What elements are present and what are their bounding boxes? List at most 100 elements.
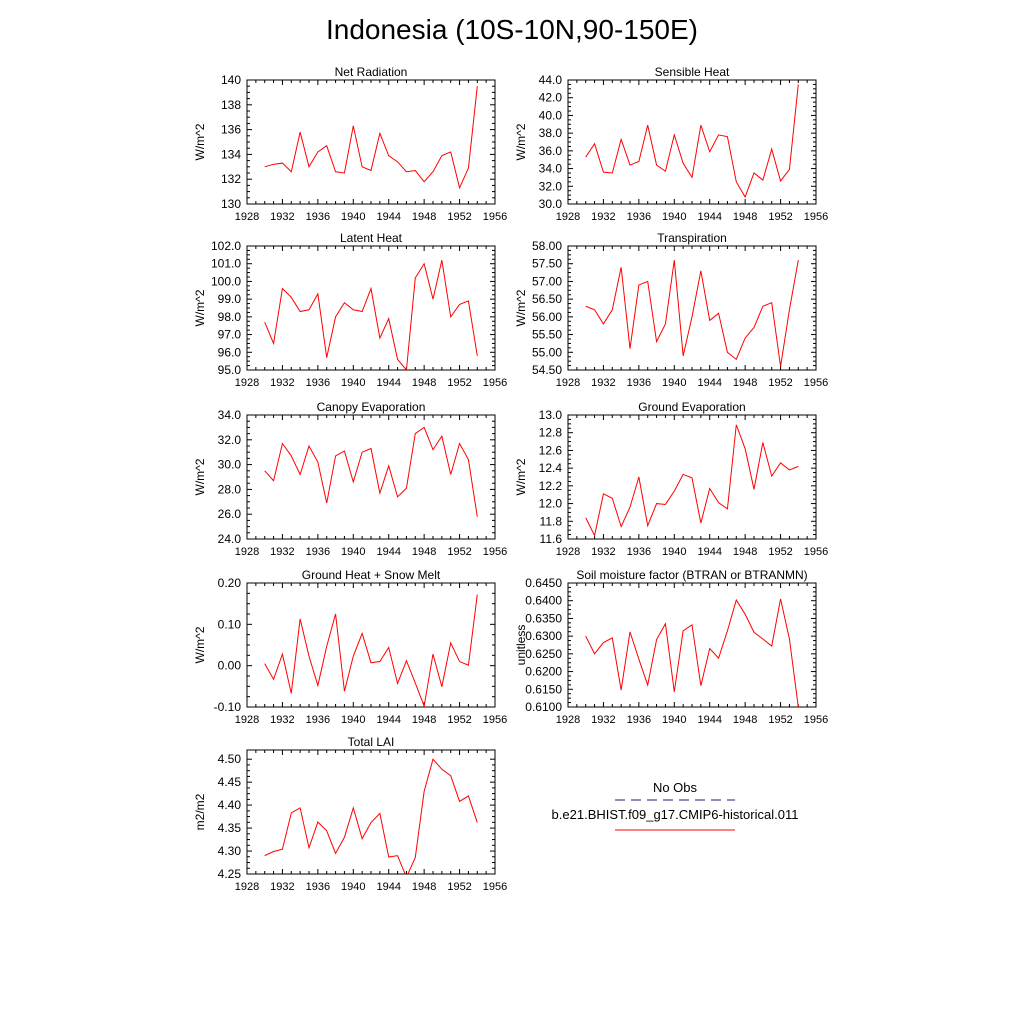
plot-frame: [246, 79, 496, 205]
y-axis-label: unitless: [514, 625, 528, 666]
y-tick-label: 57.50: [532, 257, 562, 271]
series-line: [264, 758, 478, 874]
x-tick-label: 1956: [804, 714, 828, 726]
x-tick-label: 1948: [733, 377, 757, 389]
series-line: [585, 424, 799, 537]
x-tick-label: 1936: [627, 546, 651, 558]
y-tick-label: 30.0: [539, 197, 563, 211]
x-tick-label: 1944: [376, 377, 400, 389]
y-tick-label: 99.0: [218, 292, 242, 306]
x-tick-label: 1928: [556, 714, 580, 726]
y-tick-label: 55.00: [532, 345, 562, 359]
x-tick-label: 1940: [662, 211, 686, 223]
y-axis-label: W/m^2: [514, 289, 528, 326]
y-tick-label: 36.0: [539, 144, 563, 158]
y-tick-label: 12.4: [539, 461, 563, 475]
chart-panel-6: Ground Evaporation W/m^2 1928 1932 1936 1940 1…: [514, 400, 828, 558]
y-tick-label: 11.8: [540, 514, 563, 528]
y-tick-label: 134: [221, 147, 241, 161]
y-tick-label: 12.8: [539, 426, 563, 440]
x-tick-label: 1932: [270, 377, 294, 389]
y-tick-label: 34.0: [539, 162, 563, 176]
x-tick-label: 1936: [306, 211, 330, 223]
y-tick-label: 101.0: [211, 257, 241, 271]
y-tick-label: 0.00: [218, 659, 242, 673]
y-axis-label: W/m^2: [514, 458, 528, 495]
x-tick-label: 1932: [591, 211, 615, 223]
x-tick-label: 1956: [483, 714, 507, 726]
y-tick-label: 24.0: [218, 532, 242, 546]
y-tick-label: 12.6: [539, 443, 563, 457]
y-axis-label: W/m^2: [193, 626, 207, 663]
y-tick-label: 0.6100: [525, 700, 562, 714]
chart-title: Canopy Evaporation: [317, 400, 426, 414]
y-tick-label: 38.0: [539, 126, 563, 140]
x-tick-label: 1952: [447, 546, 471, 558]
plot-frame: [246, 414, 496, 540]
x-tick-label: 1948: [412, 377, 436, 389]
y-tick-label: 96.0: [218, 345, 242, 359]
y-tick-label: 0.6450: [525, 576, 562, 590]
y-tick-label: 140: [221, 73, 241, 87]
series-line: [585, 598, 799, 707]
y-tick-label: 40.0: [539, 108, 563, 122]
x-tick-label: 1952: [447, 211, 471, 223]
y-tick-label: 4.30: [218, 844, 242, 858]
y-tick-label: 4.45: [218, 775, 242, 789]
y-tick-label: 44.0: [539, 73, 563, 87]
x-tick-label: 1932: [270, 881, 294, 893]
x-tick-label: 1944: [697, 546, 721, 558]
x-tick-label: 1944: [376, 714, 400, 726]
y-tick-label: 34.0: [218, 408, 242, 422]
x-tick-label: 1940: [341, 714, 365, 726]
chart-panels: Net Radiation W/m^2 1928 1932 1936 1940 1944 19…: [193, 65, 828, 893]
series-line: [585, 260, 799, 367]
x-tick-label: 1952: [447, 881, 471, 893]
plot-frame: [567, 79, 817, 205]
plot-frame: [567, 582, 817, 708]
y-tick-label: 12.0: [539, 497, 563, 511]
y-axis-label: W/m^2: [193, 289, 207, 326]
y-tick-label: 0.6300: [525, 629, 562, 643]
chart-panel-5: Canopy Evaporation W/m^2 1928 1932 1936 1940 1…: [193, 400, 507, 558]
chart-title: Total LAI: [348, 735, 395, 749]
y-tick-label: 42.0: [539, 91, 563, 105]
y-tick-label: 95.0: [218, 363, 242, 377]
x-tick-label: 1956: [483, 881, 507, 893]
y-tick-label: 11.6: [540, 532, 563, 546]
x-tick-label: 1944: [697, 211, 721, 223]
x-tick-label: 1940: [341, 546, 365, 558]
y-tick-label: 30.0: [218, 458, 242, 472]
y-tick-label: 58.00: [532, 239, 562, 253]
x-tick-label: 1932: [270, 211, 294, 223]
y-tick-label: 4.40: [218, 798, 242, 812]
x-tick-label: 1932: [591, 377, 615, 389]
y-tick-label: 100.0: [211, 274, 241, 288]
y-tick-label: 55.50: [532, 328, 562, 342]
x-tick-label: 1944: [376, 881, 400, 893]
x-tick-label: 1956: [483, 377, 507, 389]
y-tick-label: 130: [221, 197, 241, 211]
x-tick-label: 1948: [733, 714, 757, 726]
y-tick-label: 0.6400: [525, 594, 562, 608]
x-tick-label: 1948: [412, 211, 436, 223]
x-tick-label: 1928: [235, 714, 259, 726]
chart-title: Ground Evaporation: [638, 400, 745, 414]
y-tick-label: 32.0: [539, 179, 563, 193]
chart-panel-9: Total LAI m2/m2 1928 1932 1936 1940 1944 1948 19…: [193, 735, 507, 893]
y-tick-label: 4.35: [218, 821, 242, 835]
x-tick-label: 1932: [270, 714, 294, 726]
x-tick-label: 1940: [662, 546, 686, 558]
x-tick-label: 1936: [306, 546, 330, 558]
chart-title: Ground Heat + Snow Melt: [302, 568, 441, 582]
series-line: [264, 594, 478, 707]
x-tick-label: 1940: [341, 377, 365, 389]
y-tick-label: 136: [221, 123, 241, 137]
x-tick-label: 1936: [306, 881, 330, 893]
x-tick-label: 1948: [412, 546, 436, 558]
chart-panel-8: Soil moisture factor (BTRAN or BTRANMN) u…: [514, 568, 828, 726]
x-tick-label: 1956: [804, 377, 828, 389]
y-tick-label: 0.6350: [525, 611, 562, 625]
y-tick-label: -0.10: [214, 700, 242, 714]
plot-frame: [246, 245, 496, 371]
